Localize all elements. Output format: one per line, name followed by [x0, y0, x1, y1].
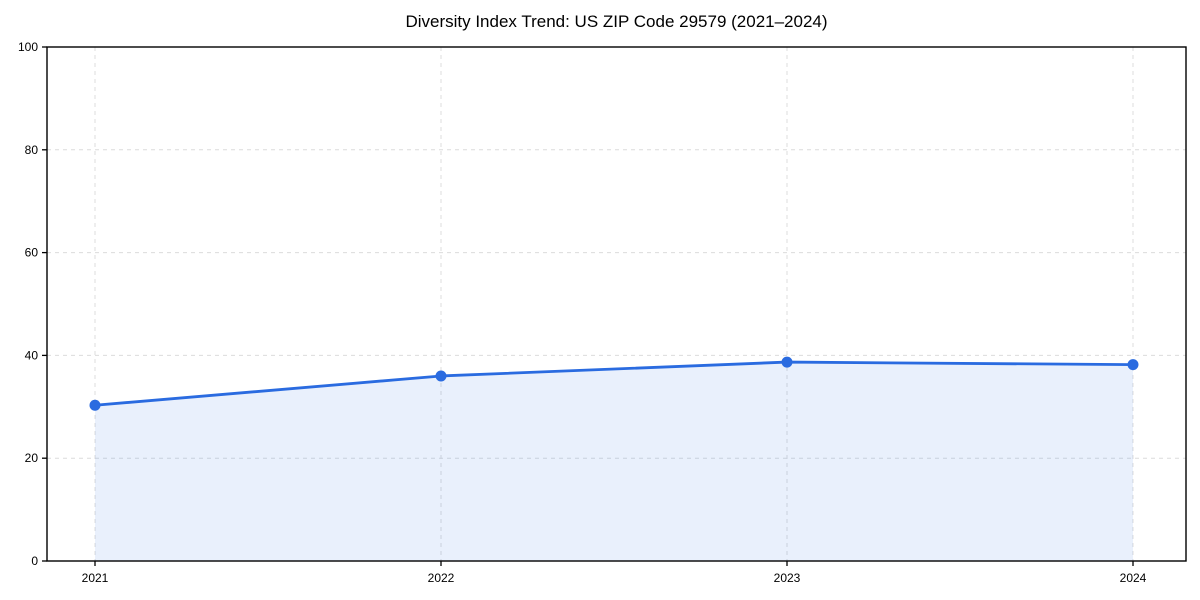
plot-border [46, 46, 1187, 562]
y-tick-label: 20 [25, 451, 39, 465]
chart-title: Diversity Index Trend: US ZIP Code 29579… [405, 12, 828, 31]
data-point [435, 370, 447, 382]
y-tick-label: 40 [25, 348, 39, 362]
y-tick-label: 0 [31, 554, 38, 568]
y-tick-label: 60 [25, 246, 39, 260]
x-tick-label: 2022 [428, 571, 455, 585]
plot-area [47, 47, 1186, 561]
x-tick-label: 2024 [1120, 571, 1147, 585]
trend-line [93, 360, 1135, 407]
x-tick-label: 2023 [774, 571, 801, 585]
area-fill [95, 362, 1133, 561]
data-point [89, 399, 101, 411]
y-tick-label: 100 [18, 40, 38, 54]
x-tick-label: 2021 [82, 571, 109, 585]
data-point [781, 356, 793, 368]
y-tick-label: 80 [25, 143, 39, 157]
data-point [1127, 359, 1139, 371]
